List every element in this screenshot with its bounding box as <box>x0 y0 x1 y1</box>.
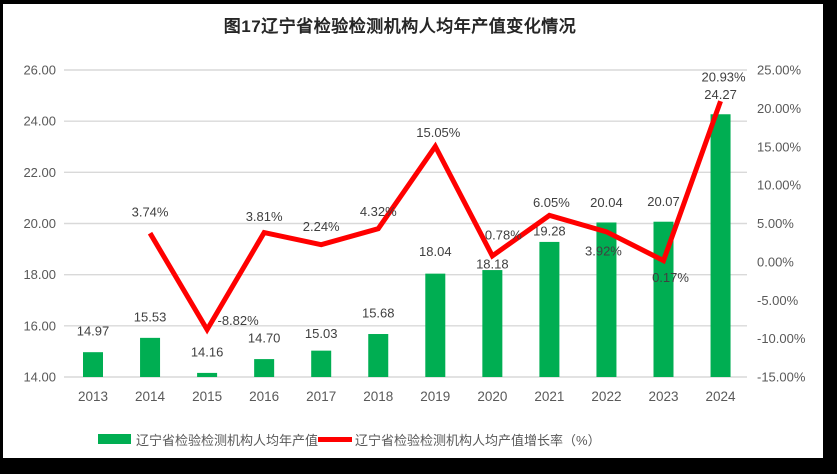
bar-series-swatch-icon <box>98 434 131 444</box>
bar-2021 <box>539 241 560 377</box>
right-axis-tick-label: 20.00% <box>757 101 802 116</box>
combo-chart: 26.00 24.00 22.00 20.00 18.00 16.00 14.00 25.00… <box>23 63 806 405</box>
bar-2016 <box>254 359 275 377</box>
left-axis-tick-label: 22.00 <box>23 165 56 180</box>
growth-rate-line <box>147 100 723 335</box>
x-axis-label: 2019 <box>420 389 450 404</box>
left-axis-tick-label: 18.00 <box>23 267 56 282</box>
bar-value-label: 14.97 <box>77 324 110 339</box>
bar-value-label: 18.04 <box>419 244 452 259</box>
right-axis-tick-label: 5.00% <box>757 216 794 231</box>
bar-value-label: 14.16 <box>191 344 224 359</box>
chart-legend: 辽宁省检验检测机构人均年产值 辽宁省检验检测机构人均产值增长率（%） <box>98 431 601 448</box>
bar-series-legend-label: 辽宁省检验检测机构人均年产值 <box>136 432 319 448</box>
bar-2017 <box>311 350 332 377</box>
bar-value-label: 15.03 <box>305 326 338 341</box>
x-axis-label: 2017 <box>306 389 336 404</box>
line-value-label: 3.92% <box>585 243 622 258</box>
right-axis-tick-label: -5.00% <box>757 293 799 308</box>
line-value-label: 3.74% <box>132 205 169 220</box>
x-axis-label: 2013 <box>78 389 108 404</box>
left-axis-tick-label: 16.00 <box>23 318 56 333</box>
x-axis-label: 2018 <box>363 389 393 404</box>
bar-value-label: 14.70 <box>248 331 281 346</box>
line-value-label: 2.24% <box>303 219 340 234</box>
x-axis-label: 2022 <box>591 389 621 404</box>
bar-2013 <box>83 352 103 377</box>
bar-value-label: 20.04 <box>590 195 623 210</box>
line-value-label: 3.81% <box>246 209 283 224</box>
right-axis-tick-label: -10.00% <box>757 331 806 346</box>
left-axis-tick-label: 24.00 <box>23 114 56 129</box>
x-axis-label: 2014 <box>135 389 166 404</box>
line-value-label: 15.05% <box>416 125 461 140</box>
bar-value-label: 24.27 <box>704 87 737 102</box>
right-axis-tick-label: 10.00% <box>757 178 802 193</box>
x-axis-label: 2015 <box>192 389 222 404</box>
x-axis-label: 2020 <box>477 389 507 404</box>
right-axis-tick-label: 25.00% <box>757 63 802 78</box>
right-axis-tick-label: 15.00% <box>757 139 802 154</box>
line-series-swatch-icon <box>318 436 353 442</box>
x-axis-label: 2024 <box>706 389 737 404</box>
bar-2020 <box>482 270 503 377</box>
left-axis-tick-label: 26.00 <box>23 63 56 78</box>
bar-2015 <box>197 372 218 377</box>
bar-2019 <box>425 273 446 377</box>
bar-value-label: 19.28 <box>533 223 566 238</box>
chart-title: 图17辽宁省检验检测机构人均年产值变化情况 <box>223 17 577 36</box>
bar-value-label: 18.18 <box>476 257 509 272</box>
line-value-label: 0.17% <box>652 270 689 285</box>
right-axis-tick-label: 0.00% <box>757 254 794 269</box>
line-value-label: 0.78% <box>485 227 522 242</box>
bar-value-label: 15.53 <box>134 309 167 324</box>
chart-page: 图17辽宁省检验检测机构人均年产值变化情况 26.00 24.00 22.00 20.… <box>3 4 823 458</box>
x-axis-label: 2016 <box>249 389 279 404</box>
right-axis-tick-label: -15.00% <box>757 370 806 385</box>
line-value-label: 6.05% <box>533 195 570 210</box>
bar-2014 <box>140 337 161 377</box>
left-axis-tick-label: 20.00 <box>23 216 56 231</box>
bar-2018 <box>368 334 389 377</box>
line-value-label: 20.93% <box>702 70 747 85</box>
line-value-label: 4.32% <box>360 204 397 219</box>
bar-value-label: 20.07 <box>647 194 680 209</box>
bar-value-label: 15.68 <box>362 306 395 321</box>
bar-2024 <box>710 114 731 378</box>
x-axis-label: 2023 <box>648 389 678 404</box>
x-axis-label: 2021 <box>534 389 564 404</box>
bar-2022 <box>596 222 617 377</box>
line-series-legend-label: 辽宁省检验检测机构人均产值增长率（%） <box>355 432 601 448</box>
left-axis-tick-label: 14.00 <box>23 370 56 385</box>
line-value-label: -8.82% <box>217 313 259 328</box>
